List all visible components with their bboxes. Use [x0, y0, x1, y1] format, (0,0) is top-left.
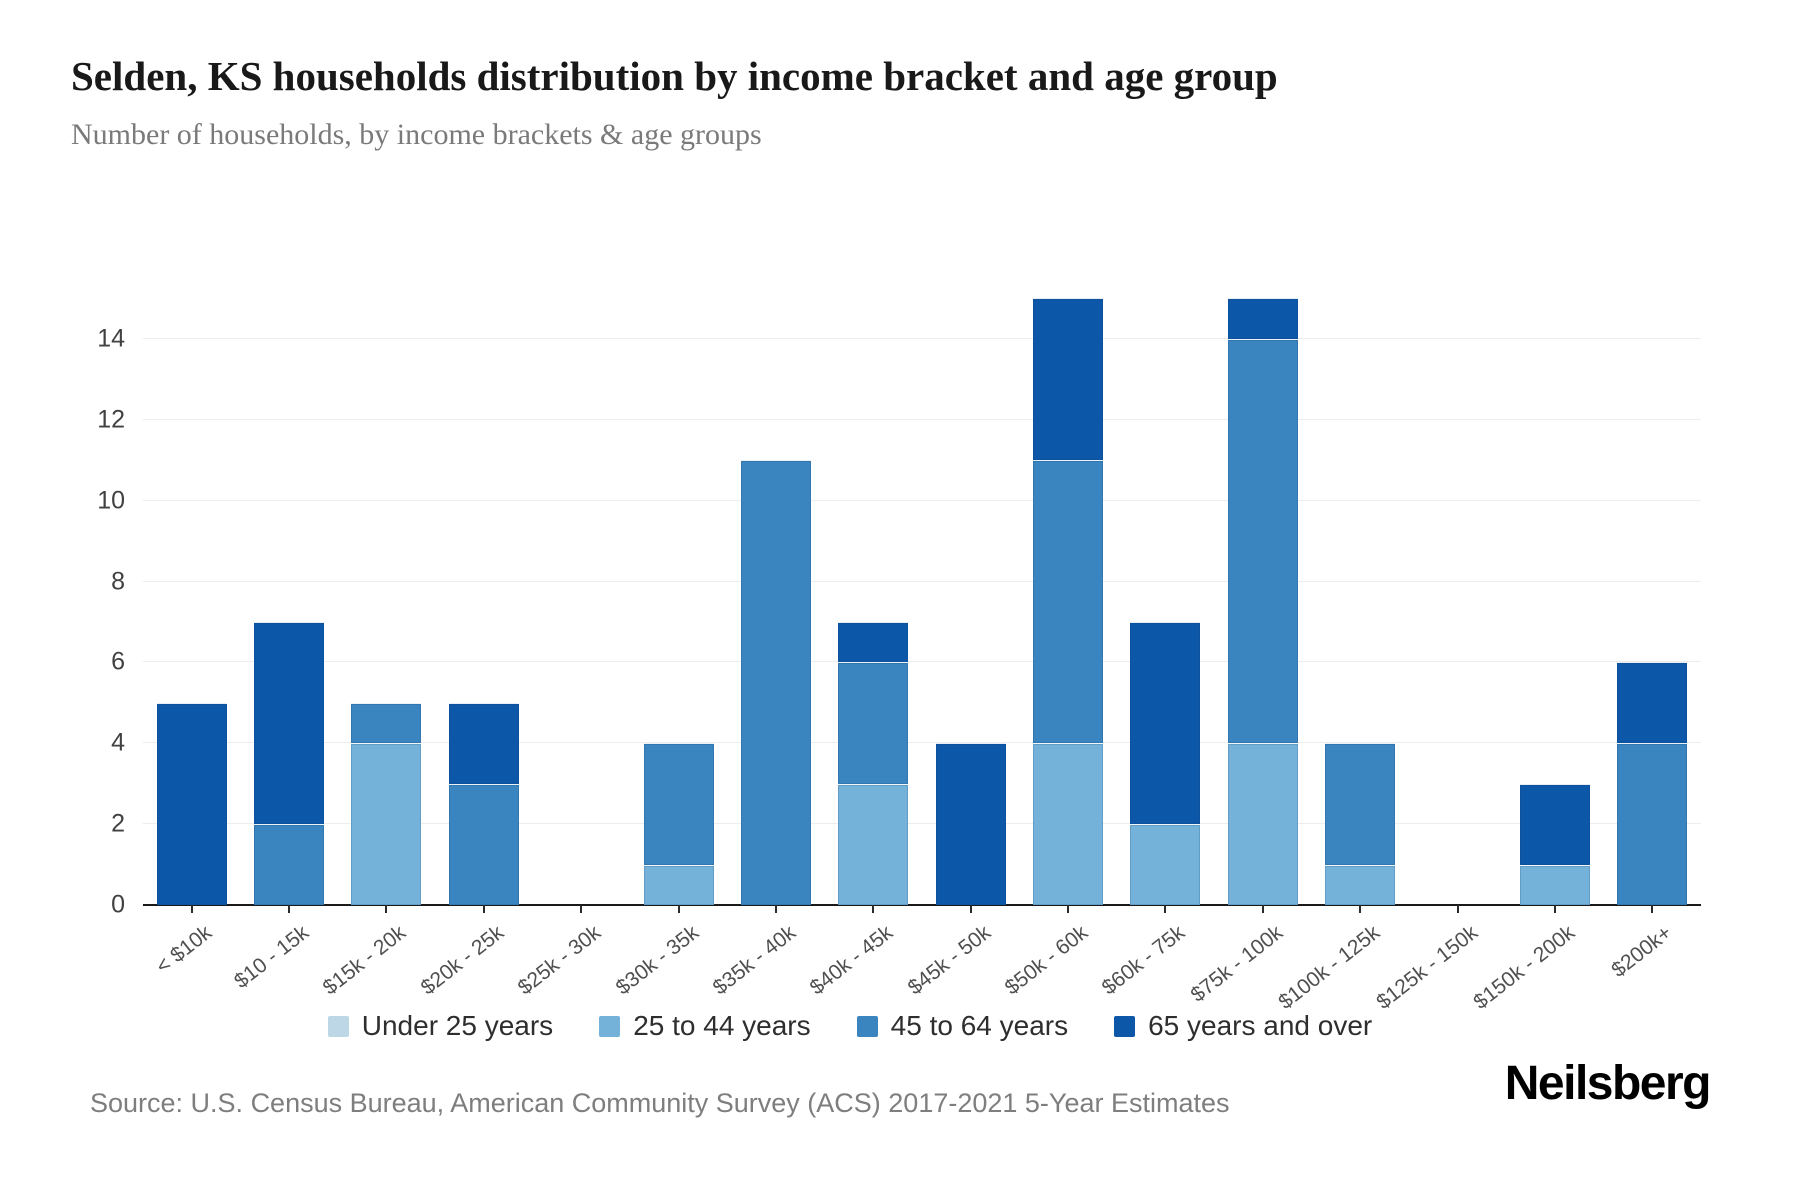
- legend-label: Under 25 years: [361, 1010, 554, 1041]
- gridline-y-6: [143, 661, 1701, 663]
- bar-segment: [351, 702, 422, 744]
- legend-label: 25 to 44 years: [633, 1010, 811, 1041]
- y-axis-tick-label: 14: [97, 324, 125, 353]
- gridline-y-2: [143, 823, 1701, 825]
- y-axis-tick-label: 10: [97, 486, 125, 515]
- y-axis-tick-label: 6: [111, 647, 125, 676]
- bar-segment: [1227, 743, 1298, 905]
- bar-segment: [1325, 864, 1396, 905]
- x-axis-tick: [190, 905, 193, 913]
- x-axis-tick: [1553, 905, 1556, 913]
- bar-segment: [1519, 783, 1590, 865]
- x-axis-category-label: $45k - 50k: [903, 921, 995, 1000]
- bar-segment: [448, 783, 519, 905]
- neilsberg-logo: Neilsberg: [1504, 1057, 1712, 1110]
- page-title: Selden, KS households distribution by in…: [71, 53, 1278, 99]
- bar-segment: [838, 662, 909, 784]
- bar-segment: [448, 702, 519, 784]
- x-axis-tick: [580, 905, 583, 913]
- legend: Under 25 years 25 to 44 years 45 to 64 yea…: [0, 1012, 1700, 1040]
- x-axis-category-label: < $10k: [151, 921, 216, 979]
- x-axis-tick: [677, 905, 680, 913]
- bar-segment: [351, 743, 422, 905]
- x-axis-category-label: $20k - 25k: [416, 921, 508, 1000]
- x-axis-tick: [1359, 905, 1362, 913]
- y-axis-tick-label: 12: [97, 405, 125, 434]
- bar-segment: [1033, 460, 1104, 744]
- x-axis-category-label: $40k - 45k: [806, 921, 898, 1000]
- y-axis-tick-label: 0: [111, 890, 125, 919]
- x-axis-tick: [872, 905, 875, 913]
- page-subtitle: Number of households, by income brackets…: [71, 118, 762, 151]
- bar-segment: [254, 621, 325, 825]
- legend-item[interactable]: 25 to 44 years: [599, 1010, 811, 1041]
- x-axis-category-label: $15k - 20k: [319, 921, 411, 1000]
- x-axis-tick: [774, 905, 777, 913]
- gridline-y-14: [143, 337, 1701, 339]
- bar-segment: [254, 824, 325, 905]
- legend-swatch: [327, 1015, 349, 1037]
- y-axis-tick-label: 2: [111, 809, 125, 838]
- plot-area: 0 2 4 6 8 10 12 14 < $10k $10 - 15k $15k - 20k $20k…: [97, 258, 1701, 1014]
- x-axis-category-label: $30k - 35k: [611, 921, 703, 1000]
- bar-segment: [1130, 824, 1201, 905]
- x-axis-tick: [1164, 905, 1167, 913]
- legend-swatch: [856, 1015, 878, 1037]
- x-axis-category-label: $75k - 100k: [1186, 921, 1287, 1007]
- bar-segment: [1617, 662, 1688, 744]
- legend-label: 65 years and over: [1148, 1010, 1373, 1041]
- bar-segment: [643, 743, 714, 865]
- bar-segment: [1033, 743, 1104, 905]
- x-axis-category-label: $150k - 200k: [1469, 921, 1580, 1014]
- x-axis-category-label: $35k - 40k: [708, 921, 801, 1000]
- bar-segment: [1325, 743, 1396, 865]
- legend-swatch: [1114, 1015, 1136, 1037]
- x-axis-tick: [1651, 905, 1654, 913]
- x-axis-tick: [1456, 905, 1459, 913]
- x-axis-category-label: $125k - 150k: [1371, 921, 1482, 1014]
- x-axis-tick: [385, 905, 388, 913]
- gridline-y-4: [143, 742, 1701, 744]
- legend-label: 45 to 64 years: [890, 1010, 1069, 1041]
- legend-item[interactable]: Under 25 years: [327, 1010, 554, 1041]
- legend-item[interactable]: 65 years and over: [1114, 1012, 1372, 1040]
- gridline-y-8: [143, 580, 1701, 582]
- y-axis-tick-label: 8: [111, 567, 125, 595]
- x-axis-tick: [482, 905, 485, 913]
- bar-segment: [740, 460, 811, 905]
- gridline-y-10: [143, 499, 1701, 501]
- legend-swatch: [599, 1015, 621, 1037]
- x-axis-category-label: $100k - 125k: [1274, 921, 1385, 1014]
- y-axis-tick-label: 4: [111, 728, 125, 757]
- bar-segment: [838, 783, 909, 905]
- legend-item[interactable]: 45 to 64 years: [856, 1010, 1069, 1041]
- x-axis-category-label: $50k - 60k: [1000, 921, 1093, 1000]
- x-axis-category-label: $10 - 15k: [230, 921, 314, 994]
- x-axis-tick: [1261, 905, 1264, 913]
- x-axis-tick: [288, 905, 291, 913]
- bar-segment: [1227, 298, 1298, 339]
- bar-segment: [838, 621, 909, 663]
- x-axis-tick: [969, 905, 972, 913]
- bar-segment: [156, 702, 227, 905]
- x-axis-line: [143, 904, 1701, 906]
- x-axis-tick: [1067, 905, 1070, 913]
- x-axis-category-label: $200k+: [1607, 921, 1677, 982]
- bar-segment: [643, 864, 714, 905]
- source-text: Source: U.S. Census Bureau, American Com…: [90, 1088, 1230, 1118]
- bar-segment: [935, 743, 1006, 905]
- bar-segment: [1617, 743, 1688, 905]
- bar-segment: [1130, 621, 1201, 825]
- x-axis-category-label: $25k - 30k: [513, 921, 606, 1000]
- gridline-y-12: [143, 418, 1701, 420]
- bar-segment: [1519, 864, 1590, 905]
- x-axis-category-label: $60k - 75k: [1098, 921, 1190, 1000]
- bar-segment: [1227, 338, 1298, 744]
- bar-segment: [1033, 298, 1104, 461]
